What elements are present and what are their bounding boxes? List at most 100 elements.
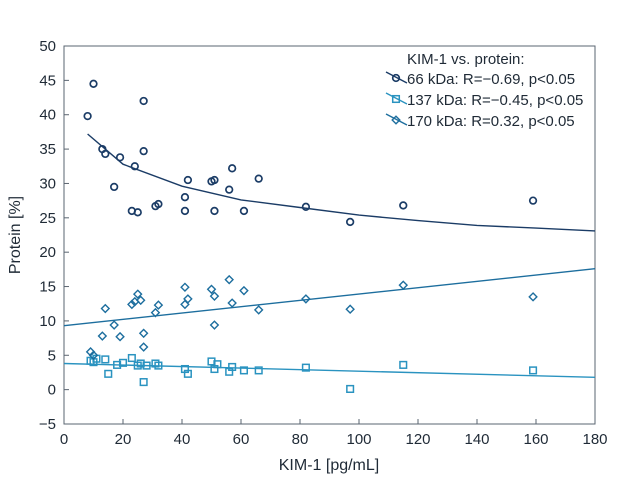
data-point-circle [254, 174, 263, 183]
data-point-circle [301, 202, 311, 211]
data-point-square [101, 355, 110, 364]
x-tick-label: 60 [233, 431, 250, 448]
x-tick-label: 120 [405, 431, 430, 448]
data-point-diamond [109, 320, 119, 330]
data-point-circle [346, 217, 355, 227]
data-point-circle [83, 111, 92, 121]
y-tick-label: 30 [39, 175, 56, 192]
data-point-circle [154, 199, 163, 209]
data-point-circle [109, 182, 119, 192]
data-point-circle [180, 206, 190, 216]
y-tick-label: 25 [39, 210, 56, 227]
data-point-square [183, 369, 192, 378]
data-point-diamond [135, 295, 146, 306]
legend-line [385, 113, 408, 126]
data-point-square [142, 361, 151, 370]
y-tick-label: 15 [39, 279, 56, 296]
legend: KIM-1 vs. protein: 66 kDa: R=−0.69, p<0.… [385, 51, 583, 130]
y-tick-label: 10 [39, 313, 56, 330]
data-point-circle [130, 162, 139, 171]
data-point-circle [180, 193, 190, 202]
legend-entry: 170 kDa: R=0.32, p<0.05 [407, 113, 575, 130]
x-tick-label: 20 [115, 431, 132, 448]
data-point-diamond [209, 320, 220, 330]
x-tick-label: 180 [582, 431, 607, 448]
plot-frame [63, 45, 596, 425]
y-tick-label: 0 [48, 382, 56, 399]
data-point-circle [210, 175, 219, 185]
data-point-square [228, 362, 237, 372]
data-point-diamond [88, 350, 99, 361]
data-point-diamond [239, 285, 249, 296]
data-point-diamond [150, 307, 161, 318]
data-point-circle [225, 185, 234, 194]
legend-line [385, 71, 408, 84]
x-tick-label: 140 [464, 431, 489, 448]
data-point-diamond [132, 289, 143, 299]
data-point-square [529, 366, 538, 375]
data-point-diamond [528, 292, 538, 302]
data-point-circle [139, 147, 148, 156]
x-tick-label: 160 [523, 431, 548, 448]
data-point-diamond [180, 282, 190, 293]
data-point-circle [239, 206, 249, 216]
data-point-circle [528, 196, 538, 205]
y-tick-label: 40 [39, 107, 56, 124]
data-point-square [254, 366, 263, 375]
data-point-diamond [127, 299, 137, 310]
data-point-diamond [138, 328, 149, 339]
data-points [83, 79, 538, 393]
data-point-diamond [115, 331, 125, 342]
data-point-diamond [398, 280, 409, 290]
x-axis-label: KIM-1 [pg/mL] [279, 457, 379, 474]
data-point-circle [133, 208, 142, 217]
data-point-diamond [209, 291, 220, 301]
data-point-circle [210, 206, 219, 216]
data-point-diamond [301, 294, 311, 304]
data-point-square [154, 361, 163, 370]
data-point-circle [183, 175, 193, 185]
data-point-diamond [183, 294, 193, 304]
data-point-circle [89, 79, 98, 88]
y-axis-label: Protein [%] [7, 196, 24, 274]
fit-line-diamond [63, 268, 596, 327]
data-point-square [399, 360, 408, 369]
y-tick-label: 20 [39, 244, 56, 261]
data-point-square [139, 378, 148, 387]
data-point-diamond [100, 303, 111, 314]
axis-ticks: 0 20 40 60 80 100 120 140 160 180−505101520253035… [39, 38, 608, 448]
data-point-square [118, 358, 128, 367]
y-tick-label: 5 [48, 347, 56, 364]
legend-marker-square [391, 94, 401, 104]
data-point-circle [227, 164, 237, 173]
y-tick-label: 50 [39, 38, 56, 55]
fit-line-circle [87, 133, 596, 232]
legend-entry: 137 kDa: R=−0.45, p<0.05 [407, 92, 583, 109]
x-tick-label: 80 [292, 431, 309, 448]
data-point-circle [399, 201, 408, 210]
data-point-circle [139, 96, 148, 106]
fit-lines [63, 133, 596, 378]
x-tick-label: 100 [346, 431, 371, 448]
y-tick-label: 45 [39, 72, 56, 89]
legend-entry: 66 kDa: R=−0.69, p<0.05 [407, 71, 575, 88]
data-point-square [301, 363, 310, 372]
data-point-square [104, 369, 113, 378]
data-point-diamond [227, 298, 237, 308]
data-point-circle [101, 149, 110, 159]
data-point-diamond [345, 304, 355, 315]
x-tick-label: 40 [174, 431, 191, 448]
y-tick-label: 35 [39, 141, 56, 158]
data-point-diamond [253, 305, 264, 315]
data-point-diamond [224, 274, 234, 285]
data-point-diamond [153, 300, 164, 310]
data-point-circle [115, 153, 125, 162]
data-point-square [213, 360, 222, 369]
data-point-diamond [97, 331, 108, 341]
legend-title: KIM-1 vs. protein: [407, 51, 525, 68]
legend-line [385, 92, 408, 105]
y-tick-label: −5 [39, 416, 56, 433]
data-point-square [127, 353, 136, 363]
data-point-diamond [206, 284, 217, 295]
